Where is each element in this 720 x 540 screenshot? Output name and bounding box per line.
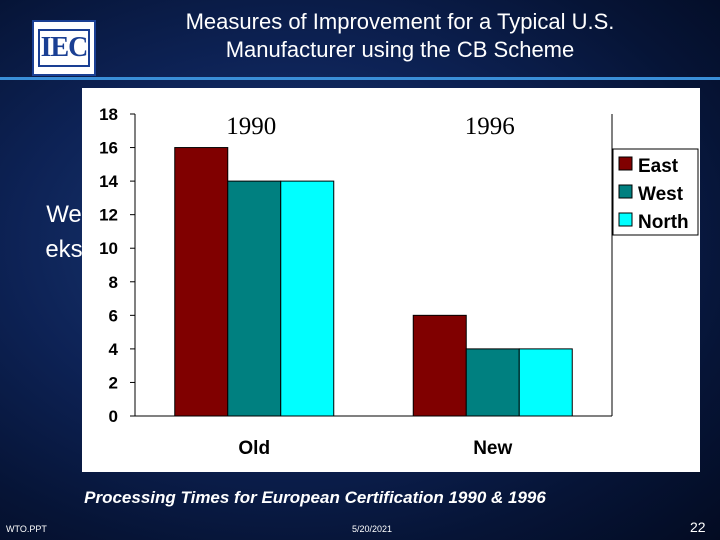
y-tick-label: 6 [109,306,118,325]
annotation-year: 1990 [226,113,276,140]
x-tick-label: New [473,438,512,459]
y-tick-label: 10 [99,239,118,258]
y-tick-label: 16 [99,139,118,158]
y-axis-label: Weeks [45,201,83,263]
page-number: 22 [690,519,706,535]
iec-logo: IEC [32,20,96,76]
y-tick-label: 2 [109,373,118,392]
bar-north-new [518,348,573,417]
y-tick-label: 8 [109,273,118,292]
y-tick-label: 12 [99,206,118,225]
slide-title: Measures of Improvement for a Typical U.… [120,8,680,64]
bars [174,147,573,417]
y-tick-labels: 0 2 4 6 8 10 12 14 16 18 [99,105,135,426]
bar-west-new [465,348,520,417]
bar-west-old [227,180,282,417]
y-tick-label: 14 [99,172,118,191]
y-tick-label: 4 [109,340,119,359]
bar-east-new [412,314,467,417]
legend-label-north: North [638,212,689,233]
annotations: 1990 1996 [226,113,515,140]
legend-swatch-east [618,156,633,171]
bar-north-old [280,180,335,417]
x-tick-label: Old [238,438,270,459]
x-tick-labels: Old New [238,438,512,459]
legend: East West North [612,148,699,236]
header-rule [0,77,720,80]
footer-filename: WTO.PPT [6,524,47,534]
footer-date: 5/20/2021 [352,524,393,534]
legend-label-west: West [638,184,684,205]
y-tick-label: 18 [99,105,118,124]
bar-east-old [174,147,229,417]
y-tick-label: 0 [109,407,118,426]
legend-label-east: East [638,156,679,177]
chart-caption: Processing Times for European Certificat… [84,488,546,507]
legend-swatch-north [618,212,633,227]
annotation-year: 1996 [465,113,515,140]
logo-text: IEC [38,29,90,67]
title-line-1: Measures of Improvement for a Typical U.… [185,9,615,34]
legend-swatch-west [618,184,633,199]
title-line-2: Manufacturer using the CB Scheme [225,37,575,62]
